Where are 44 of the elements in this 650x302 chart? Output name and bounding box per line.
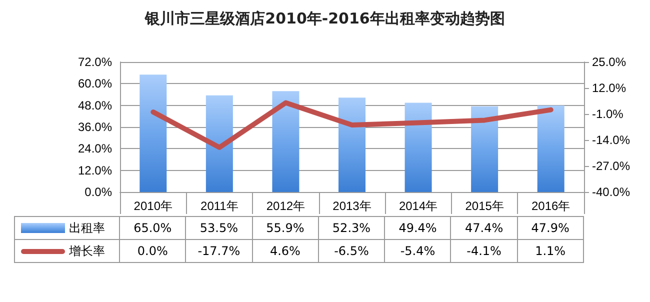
text: 4.6% bbox=[270, 244, 300, 258]
y-tick-label: 60.0% bbox=[78, 76, 112, 91]
text: -6.5% bbox=[334, 244, 369, 258]
x-tick-label: 2015年 bbox=[465, 199, 504, 213]
y2-tick-label: 25.0% bbox=[592, 55, 626, 69]
y-tick-label: 72.0% bbox=[78, 55, 112, 69]
text: 49.4% bbox=[398, 221, 437, 235]
y-tick-label: 12.0% bbox=[78, 163, 112, 178]
y2-tick-label: -27.0% bbox=[592, 159, 630, 173]
bar bbox=[206, 95, 233, 192]
text: 0.0% bbox=[137, 244, 168, 258]
bar bbox=[404, 102, 432, 192]
y-tick-label: 24.0% bbox=[78, 142, 112, 156]
chart-title: 银川市三星级酒店2010年-2016年出租率变动趋势图 bbox=[144, 10, 505, 28]
text: 65.0% bbox=[134, 221, 172, 235]
y-tick-label: 48.0% bbox=[78, 98, 112, 112]
y2-tick-label: -1.0% bbox=[592, 107, 624, 121]
text: -17.7% bbox=[198, 244, 240, 258]
text: 1.1% bbox=[535, 244, 566, 258]
text: -4.1% bbox=[466, 244, 502, 258]
text: -5.4% bbox=[400, 244, 436, 258]
bar bbox=[338, 98, 366, 192]
y2-tick-label: -40.0% bbox=[592, 185, 630, 199]
bar bbox=[272, 91, 300, 192]
legend-label: 增长率 bbox=[14, 240, 120, 262]
bar bbox=[471, 106, 498, 192]
text: 52.3% bbox=[332, 221, 371, 235]
y-tick-label: 36.0% bbox=[78, 120, 112, 134]
y2-tick-label: -14.0% bbox=[592, 133, 630, 147]
x-tick-label: 2012年 bbox=[266, 199, 306, 213]
x-tick-label: 2014年 bbox=[398, 199, 438, 213]
text: 53.5% bbox=[200, 221, 238, 235]
x-tick-label: 2011年 bbox=[200, 199, 238, 213]
x-tick-label: 2016年 bbox=[532, 199, 570, 213]
y2-tick-label: 12.0% bbox=[592, 81, 626, 95]
bar bbox=[140, 74, 167, 192]
text: 47.9% bbox=[531, 221, 570, 235]
y-tick-label: 0.0% bbox=[84, 185, 112, 199]
text: 55.9% bbox=[266, 221, 304, 235]
x-tick-label: 2010年 bbox=[134, 199, 172, 213]
bar bbox=[537, 106, 564, 192]
text: 47.4% bbox=[464, 221, 504, 235]
legend-label: 出租率 bbox=[14, 216, 120, 240]
x-tick-label: 2013年 bbox=[332, 199, 372, 213]
